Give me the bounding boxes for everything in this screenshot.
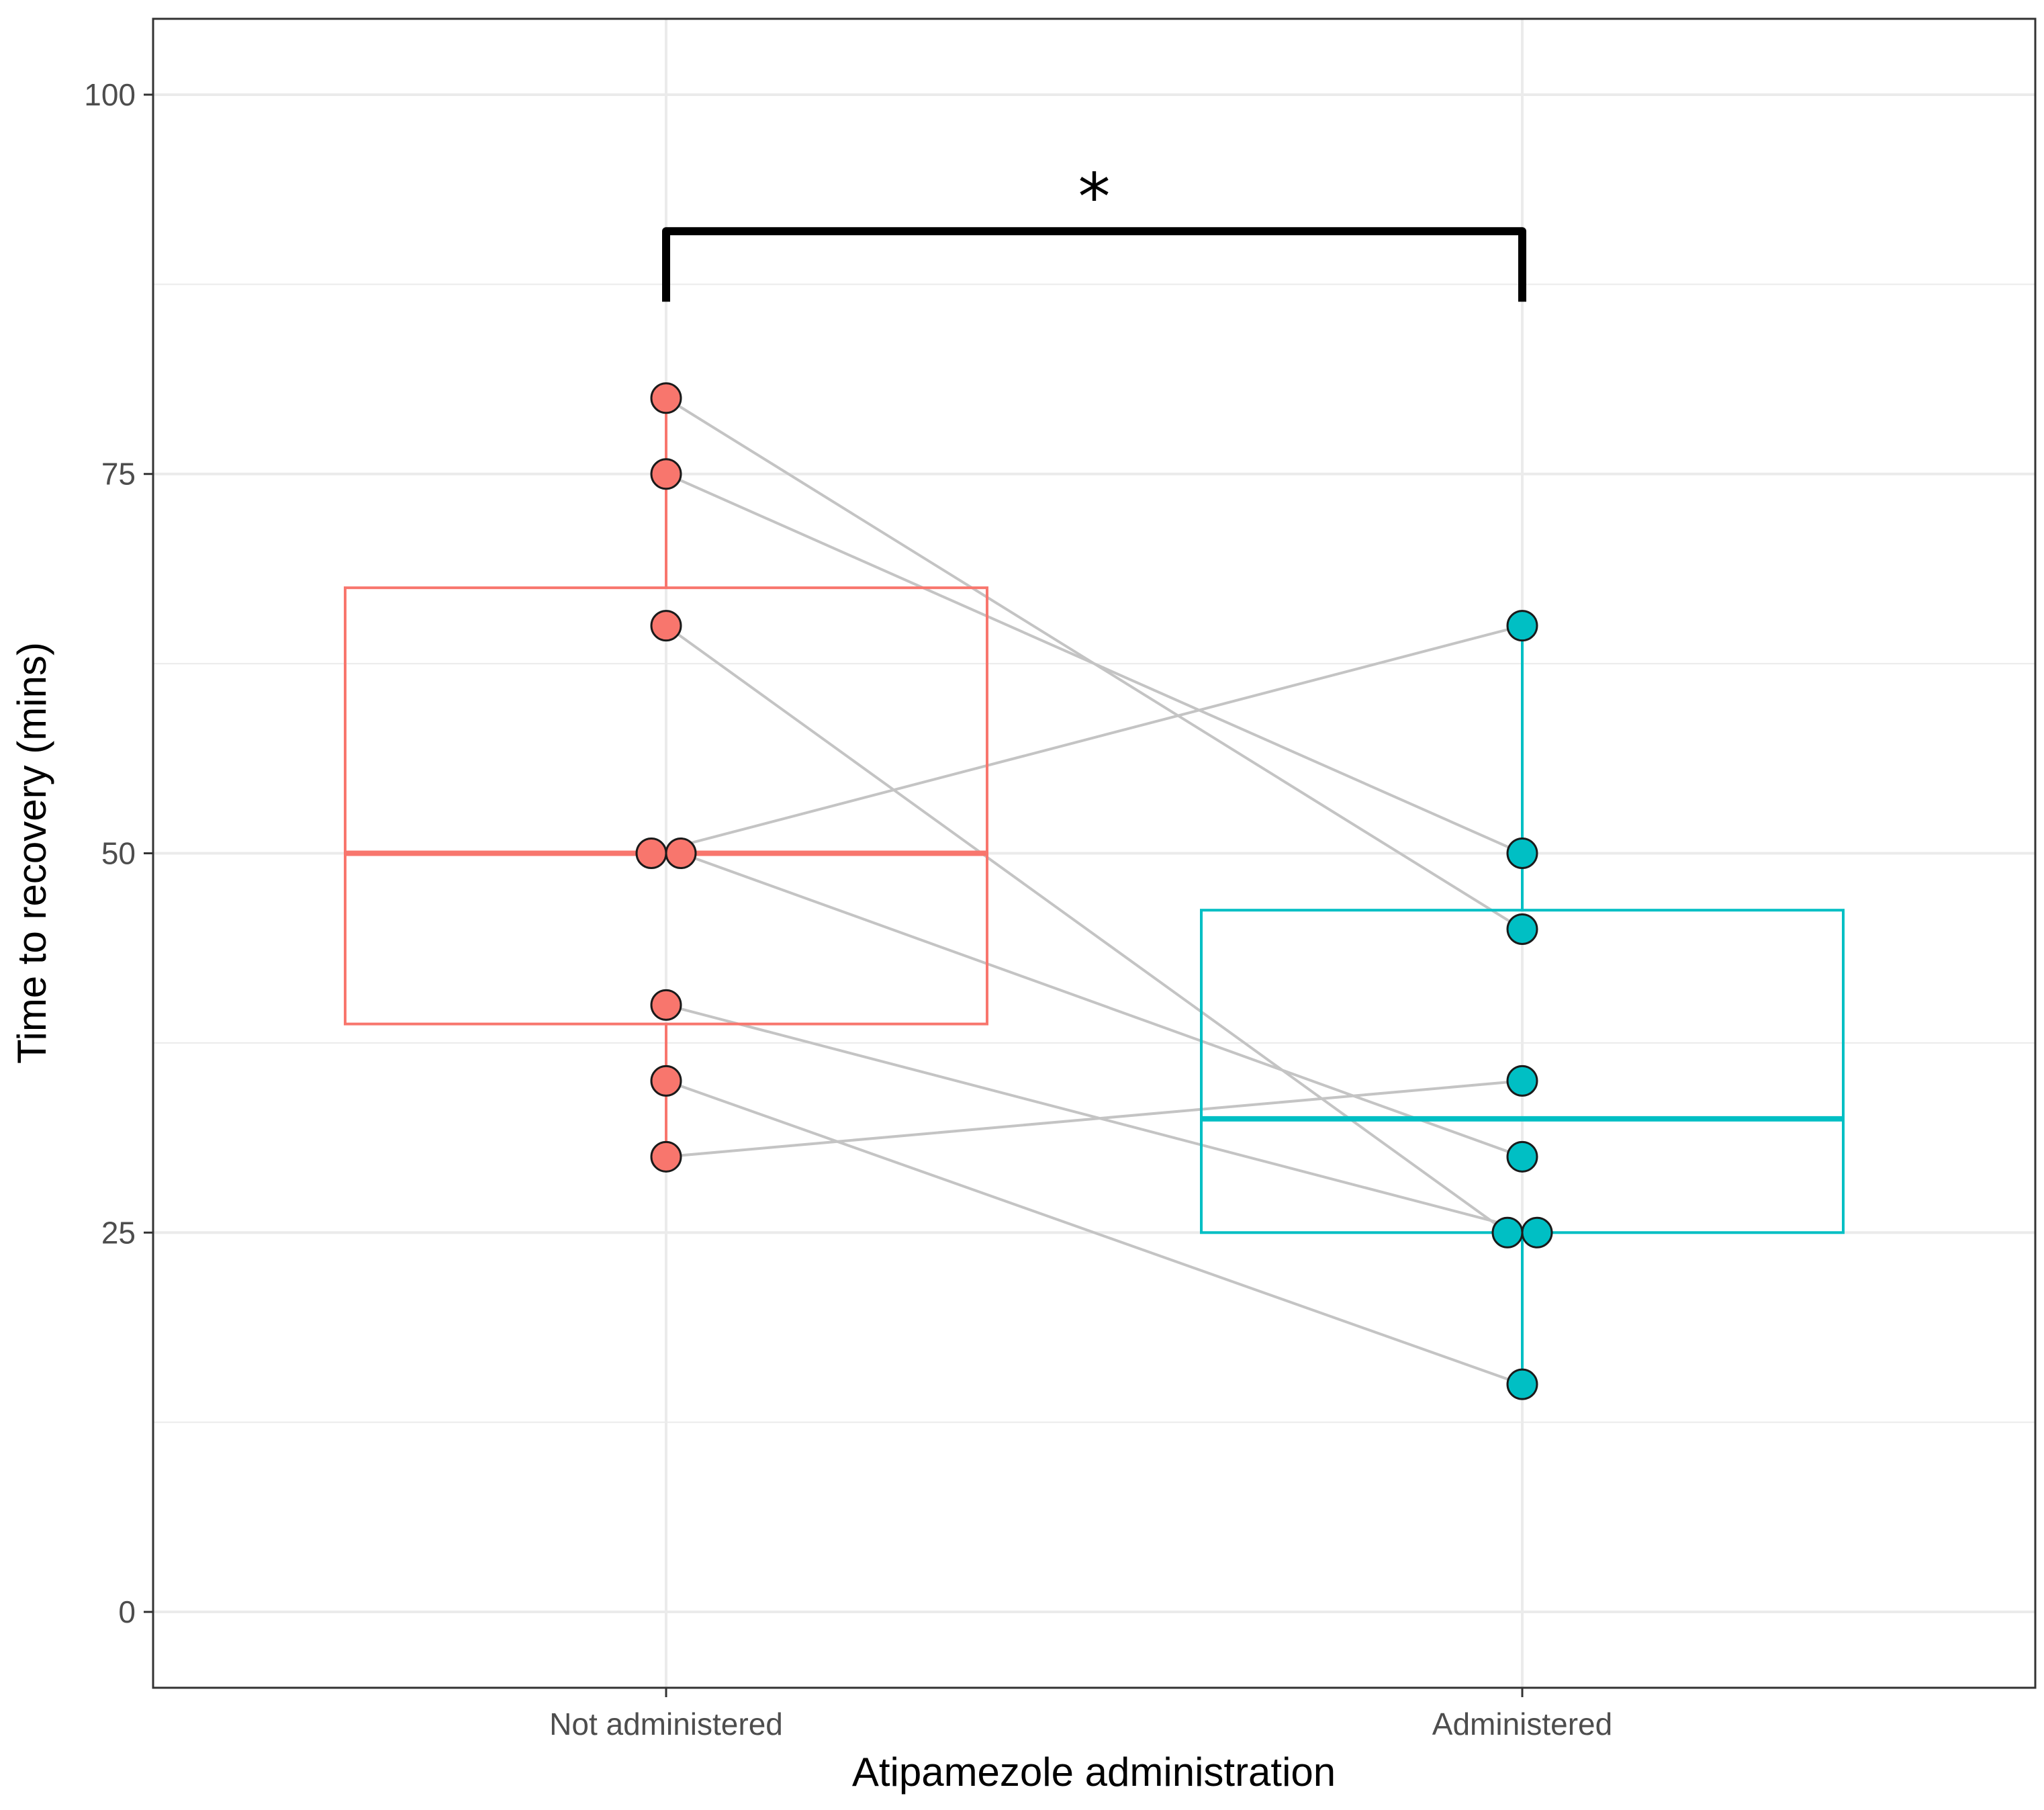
data-point: [650, 989, 682, 1021]
x-tick-label: Not administered: [549, 1707, 783, 1741]
x-tick-label: Administered: [1432, 1707, 1612, 1741]
data-point: [650, 458, 682, 490]
data-point: [665, 838, 697, 869]
data-point: [650, 610, 682, 642]
y-tick-label: 25: [101, 1215, 136, 1250]
bracket: [662, 227, 1526, 302]
data-point: [1506, 610, 1538, 642]
data-point: [650, 1065, 682, 1097]
paired-line: [651, 624, 1523, 855]
data-point: [1506, 838, 1538, 869]
x-axis-title: Atipamezole administration: [852, 1750, 1336, 1795]
paired-lines: [651, 397, 1538, 1386]
y-axis-title: Time to recovery (mins): [9, 642, 54, 1064]
y-tick-label: 75: [101, 457, 136, 492]
data-point: [635, 838, 667, 869]
paired-line: [680, 852, 1523, 1159]
significance-label: *: [1078, 159, 1111, 234]
significance-bracket: *: [662, 159, 1526, 302]
y-tick-label: 50: [101, 836, 136, 871]
data-point: [1506, 1368, 1538, 1400]
data-point: [1491, 1216, 1524, 1249]
axes: 0 25 50 75 100 Not administered Administered: [84, 77, 1612, 1741]
paired-line: [665, 472, 1523, 855]
data-point: [1521, 1216, 1553, 1249]
data-point: [650, 382, 682, 414]
box-iqr: [344, 586, 988, 1026]
y-tick-label: 0: [118, 1594, 136, 1629]
paired-line: [665, 1079, 1523, 1159]
data-point: [1506, 913, 1538, 945]
data-point: [1506, 1065, 1538, 1097]
paired-line: [665, 625, 1509, 1234]
data-point: [650, 1140, 682, 1173]
paired-line: [665, 1079, 1523, 1386]
y-tick-label: 100: [84, 77, 136, 112]
data-point: [1506, 1140, 1538, 1173]
data-points: [635, 382, 1553, 1400]
